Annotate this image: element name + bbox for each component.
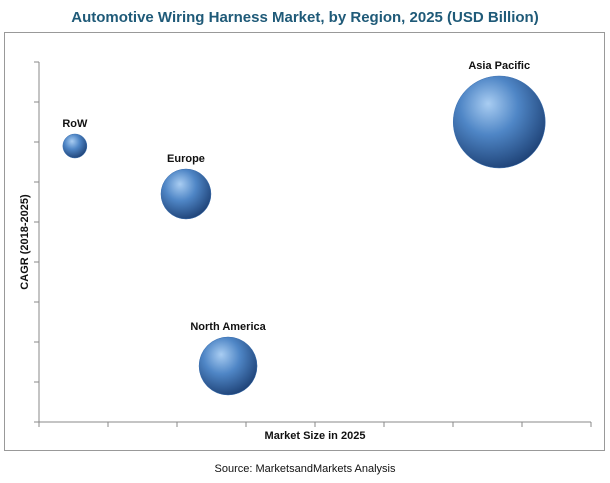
y-axis-title: CAGR (2018-2025) (19, 194, 31, 290)
bubble-label: Asia Pacific (468, 60, 530, 72)
bubble-label: Europe (167, 153, 205, 165)
x-axis-title: Market Size in 2025 (265, 430, 366, 442)
bubble (62, 133, 88, 159)
bubble (160, 168, 212, 220)
bubble-label: North America (190, 321, 266, 333)
chart-frame (4, 32, 605, 451)
chart-title: Automotive Wiring Harness Market, by Reg… (71, 9, 538, 26)
bubble (198, 336, 258, 396)
bubble-label: RoW (62, 118, 88, 130)
source-note: Source: MarketsandMarkets Analysis (215, 463, 396, 475)
bubble (452, 75, 546, 169)
